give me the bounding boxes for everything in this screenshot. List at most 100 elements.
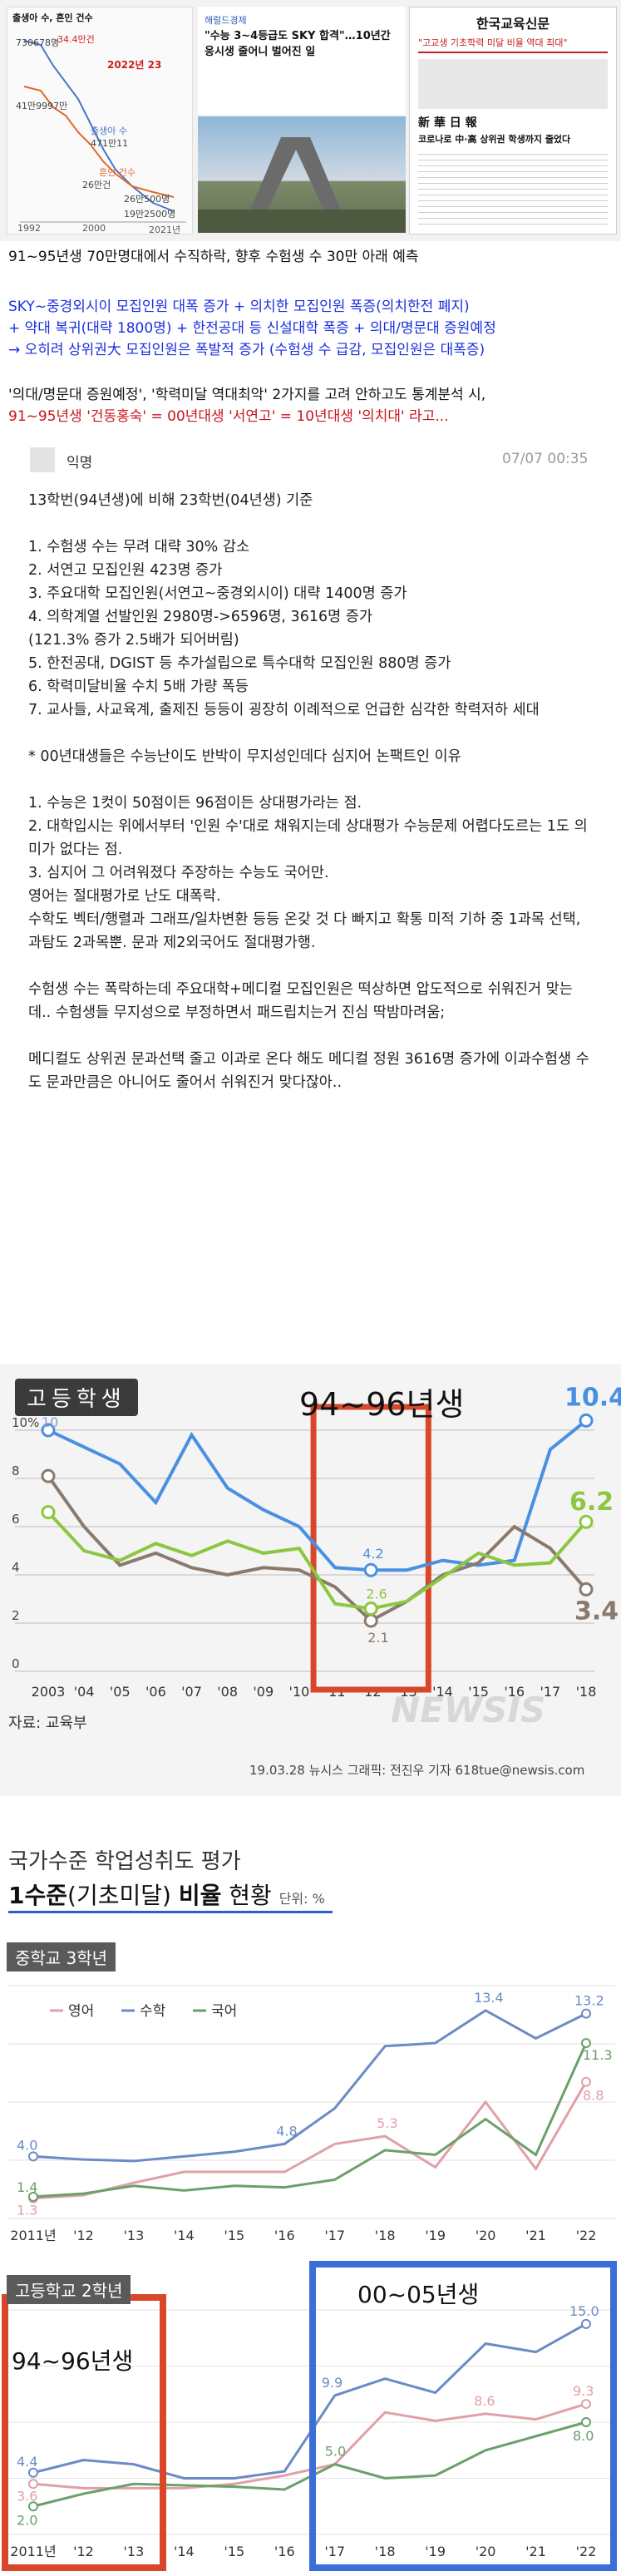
chart1-point <box>579 1582 594 1596</box>
chart1-xtick-label: '14 <box>432 1684 453 1700</box>
campus-gate-shape <box>198 137 406 233</box>
chart2-data-label: 9.9 <box>322 2375 343 2391</box>
newsis-watermark: NEWSIS <box>391 1690 546 1730</box>
caption-analysis: '의대/명문대 증원예정', '학력미달 역대최악' 2가지를 고려 안하고도 … <box>8 387 486 403</box>
chart2-xtick-label: '21 <box>525 2544 546 2559</box>
chart2-data-label: 1.3 <box>17 2203 37 2218</box>
chart2-point <box>581 2038 591 2049</box>
chart1-xtick-label: '06 <box>145 1684 166 1700</box>
newspaper-text-lines <box>418 149 608 229</box>
herald-source: 해럴드경제 <box>205 15 247 26</box>
chart2-xtick-label: '18 <box>375 2228 396 2243</box>
quota-line-2: + 약대 복귀(대략 1800명) + 한전공대 등 신설대학 폭증 + 의대/… <box>8 320 496 337</box>
chart2-legend-label: 수학 <box>140 2003 166 2020</box>
chart2-xtick-label: '15 <box>224 2228 244 2243</box>
chart1-ytick-label: 2 <box>12 1608 20 1623</box>
chart2-data-label: 11.3 <box>583 2047 613 2063</box>
chart2-legend-label: 영어 <box>68 2003 94 2020</box>
chart2-data-label: 5.0 <box>325 2444 346 2460</box>
chart1-series-line-0 <box>47 1419 588 1572</box>
chart2-series-line <box>32 2042 588 2198</box>
chart2-xtick-label: '14 <box>174 2544 195 2559</box>
chart2-point <box>581 2399 591 2410</box>
chart2-series-line <box>32 2009 587 2163</box>
chart2-xtick-label: '17 <box>324 2228 345 2243</box>
chart2-xtick-label: '20 <box>476 2544 496 2559</box>
newspaper-photo <box>418 59 608 109</box>
chart1-data-label: 3.4 <box>574 1596 619 1626</box>
herald-headline: "수능 3~4등급도 SKY 합격"…10년간 응시생 줄어니 벌어진 일 <box>205 30 391 58</box>
chart2-point <box>581 2417 591 2427</box>
chart1-data-label: 6.2 <box>569 1488 614 1517</box>
thumb-tick: 1992 <box>17 223 41 234</box>
chart1-ytick-label: 8 <box>12 1463 20 1478</box>
education-newspaper-thumbnail: 한국교육신문 "고교생 기초학력 미달 비율 역대 최대" 新 華 日 報 코로… <box>409 7 617 234</box>
chart2-blue-box <box>309 2261 617 2571</box>
chart1-xtick-label: '18 <box>576 1684 597 1700</box>
chart2-unit: 단위: % <box>278 1891 325 1907</box>
chart2-subtitle-end: 현황 <box>229 1882 272 1909</box>
newspaper-subheadline: 코로나로 中·高 상위권 학생까지 줄었다 <box>418 134 571 145</box>
chart1-data-label: 10 <box>42 1414 58 1430</box>
chart1-data-label: 10.4 <box>564 1383 621 1412</box>
chart1-point <box>579 1514 594 1529</box>
thumb-highlight: 2022년 23 <box>107 59 162 71</box>
herald-article-thumbnail: 해럴드경제 "수능 3~4등급도 SKY 합격"…10년간 응시생 줄어니 벌어… <box>198 7 406 115</box>
chart2-xtick-label: 2011년 <box>10 2544 56 2559</box>
thumb-value: 471만11 <box>91 138 129 149</box>
chart2-data-label: 15.0 <box>569 2303 599 2319</box>
news-collage: 출생아 수, 흔인 건수 2022년 23 730678명 34.4만건 41만… <box>0 0 621 241</box>
chart2-data-label: 8.8 <box>583 2088 604 2104</box>
chart2-data-label: 4.8 <box>276 2123 297 2139</box>
chart1-highlight-box <box>310 1404 431 1693</box>
chart1-data-label: 4.2 <box>362 1546 383 1562</box>
chart2-series-line <box>32 2080 588 2200</box>
chart1-point <box>579 1413 594 1428</box>
chart2-data-label: 3.6 <box>17 2488 37 2504</box>
chart1-xtick-label: '17 <box>540 1684 560 1700</box>
chart-achievement: 국가수준 학업성취도 평가 1수준(기초미달) 비율 현황 단위: % 2011… <box>0 1844 621 2576</box>
chart1-xtick-label: '09 <box>253 1684 274 1700</box>
post-body: 13학번(94년생)에 비해 23학번(04년생) 기준 1. 수험생 수는 무… <box>28 492 589 1091</box>
chart1-data-label: 2.6 <box>366 1587 387 1602</box>
chart2-data-label: 2.0 <box>17 2512 37 2528</box>
chart1-credit: 19.03.28 뉴시스 그래픽: 전진우 기자 618tue@newsis.c… <box>249 1763 585 1778</box>
thumb-value: 26만500명 <box>124 194 170 205</box>
thumb-tick: 2021년 <box>149 225 181 234</box>
panel-label-middle: 중학교 3학년 <box>7 1942 116 1971</box>
chart1-ytick-label: 0 <box>12 1656 20 1671</box>
thumb-value: 19만2500명 <box>124 209 176 220</box>
chart2-data-label: 13.2 <box>574 1993 604 2009</box>
avatar <box>30 447 55 472</box>
chart1-ytick-label: 6 <box>12 1512 20 1527</box>
thumb-value: 730678명 <box>16 37 60 48</box>
chart1-xtick-label: '15 <box>468 1684 489 1700</box>
chart2-xtick-label: '21 <box>525 2228 546 2243</box>
chart1-point <box>363 1613 378 1628</box>
chart1-point <box>363 1562 378 1577</box>
chart2-xtick-label: '19 <box>425 2544 446 2559</box>
chart2-xtick-label: '13 <box>124 2228 145 2243</box>
chart2-point <box>28 2151 38 2162</box>
campus-gate-photo <box>198 116 406 233</box>
chart2-subtitle-mid: (기초미달) <box>67 1882 171 1909</box>
chart2-point <box>581 2076 591 2087</box>
chart1-xtick-label: '08 <box>217 1684 238 1700</box>
chart2-annot-94: 94~96년생 <box>12 2347 134 2375</box>
chart2-underline <box>8 1911 333 1913</box>
chart2-xtick-label: '14 <box>174 2228 195 2243</box>
chart1-xtick-label: '16 <box>504 1684 525 1700</box>
caption-conclusion: 91~95년생 '건동홍숙' = 00년대생 '서연고' = 10년대생 '의치… <box>8 408 449 425</box>
chart2-data-label: 1.4 <box>17 2179 37 2195</box>
post-author: 익명 <box>67 455 93 471</box>
caption-birth-trend: 91~95년생 70만명대에서 수직하락, 향후 수험생 수 30만 아래 예측 <box>8 249 419 265</box>
chart1-point <box>41 1468 56 1483</box>
chart2-subtitle: 1수준(기초미달) 비율 현황 단위: % <box>8 1878 325 1911</box>
chart2-title: 국가수준 학업성취도 평가 <box>8 1849 241 1874</box>
thumb-value: 34.4만건 <box>57 34 95 45</box>
chart1-point <box>363 1601 378 1616</box>
chart1-header: 고등학생 <box>15 1379 138 1416</box>
panel-label-high: 고등학교 2학년 <box>7 2275 131 2304</box>
chart2-point <box>28 2191 38 2202</box>
chart2-xtick-label: '13 <box>124 2544 145 2559</box>
